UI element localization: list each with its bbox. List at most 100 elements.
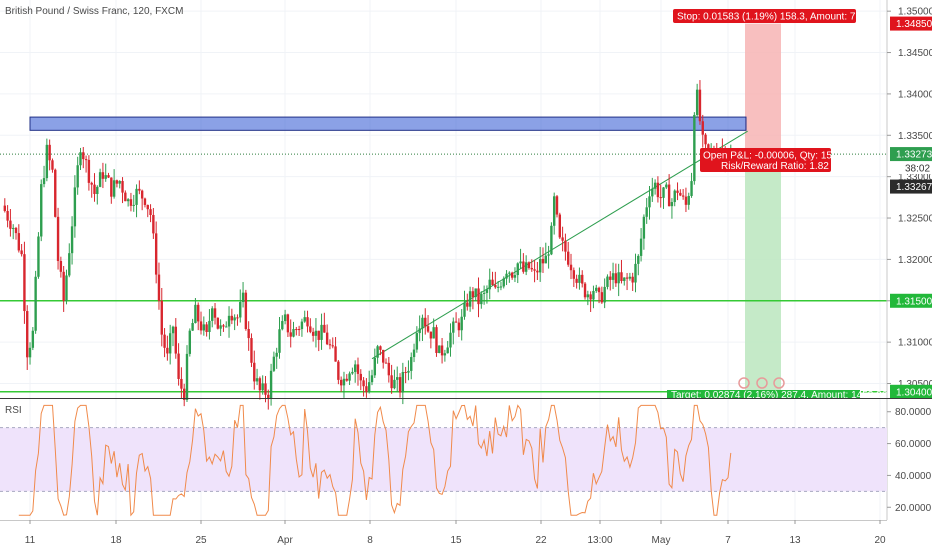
event-marker[interactable] bbox=[773, 377, 785, 389]
price-axis[interactable]: 1.35000 1.34500 1.34000 1.33500 1.33000 1.325… bbox=[887, 7, 932, 390]
rsi-tick-label: 80.0000 bbox=[895, 407, 932, 418]
rsi-axis[interactable]: 80.0000 60.0000 40.0000 20.0000 bbox=[887, 407, 932, 514]
candle-down bbox=[384, 362, 388, 364]
trendline[interactable] bbox=[371, 130, 748, 360]
target-price-badge-bg bbox=[890, 384, 932, 399]
stop-label: Stop: 0.01583 (1.19%) 158.3, Amount: 750… bbox=[677, 12, 881, 23]
candle-down bbox=[510, 272, 514, 278]
candle-down bbox=[20, 250, 23, 255]
candle-down bbox=[317, 330, 320, 340]
candle-down bbox=[325, 332, 329, 345]
candle-down bbox=[337, 361, 340, 380]
candle-up bbox=[373, 357, 377, 376]
candle-down bbox=[404, 371, 407, 373]
candle-down bbox=[466, 302, 469, 307]
candle-down bbox=[477, 288, 480, 305]
candle-down bbox=[289, 332, 292, 337]
stop-zone[interactable] bbox=[745, 23, 781, 155]
candle-up bbox=[410, 357, 413, 371]
candle-up bbox=[645, 207, 648, 217]
candle-up bbox=[68, 253, 71, 276]
candle-up bbox=[603, 286, 606, 303]
candle-down bbox=[295, 329, 298, 331]
target-label-box[interactable]: Target: 0.02874 (2.16%) 287.4, Amount: 1… bbox=[667, 390, 888, 401]
candle-down bbox=[160, 300, 163, 335]
time-tick-label: 13 bbox=[789, 535, 801, 546]
candle-down bbox=[564, 240, 567, 252]
candle-down bbox=[48, 144, 51, 161]
stop-label-box[interactable]: Stop: 0.01583 (1.19%) 158.3, Amount: 750… bbox=[673, 9, 881, 23]
rsi-line bbox=[18, 404, 732, 517]
candle-up bbox=[505, 273, 508, 279]
candle-up bbox=[482, 292, 486, 294]
candle-down bbox=[56, 216, 60, 262]
candle-up bbox=[592, 290, 595, 300]
candle-down bbox=[297, 329, 301, 331]
candle-up bbox=[480, 293, 483, 305]
candle-down bbox=[84, 159, 88, 161]
candle-up bbox=[474, 288, 477, 298]
candle-up bbox=[446, 347, 449, 354]
candle-down bbox=[679, 192, 682, 196]
candle-up bbox=[283, 314, 287, 322]
candle-down bbox=[387, 362, 391, 376]
candle-down bbox=[90, 182, 93, 185]
candle-up bbox=[508, 272, 511, 274]
event-marker[interactable] bbox=[738, 377, 750, 389]
candle-down bbox=[306, 317, 309, 327]
resistance-zone[interactable] bbox=[29, 116, 747, 131]
event-marker[interactable] bbox=[756, 377, 768, 389]
candle-down bbox=[62, 271, 65, 301]
candle-down bbox=[426, 326, 430, 332]
candle-down bbox=[454, 321, 458, 323]
candle-down bbox=[157, 274, 161, 301]
rsi-band bbox=[0, 427, 887, 492]
entry-price-badge: 1.33267 bbox=[896, 182, 932, 193]
candle-up bbox=[278, 329, 281, 353]
target-zone[interactable] bbox=[745, 154, 781, 393]
candle-up bbox=[241, 292, 245, 303]
candle-up bbox=[586, 294, 590, 298]
time-tick-label: Apr bbox=[277, 535, 293, 546]
time-tick-label: 11 bbox=[25, 535, 36, 546]
candle-down bbox=[345, 378, 348, 381]
candle-down bbox=[572, 270, 576, 279]
candle-down bbox=[199, 321, 203, 331]
candle-up bbox=[45, 144, 49, 179]
candle-down bbox=[115, 180, 119, 184]
candle-down bbox=[54, 169, 57, 217]
candle-up bbox=[208, 320, 211, 332]
time-tick-label: 15 bbox=[450, 535, 462, 546]
candle-down bbox=[575, 278, 578, 283]
candle-up bbox=[468, 291, 472, 307]
rsi-tick-label: 20.0000 bbox=[895, 503, 932, 514]
candle-down bbox=[567, 251, 570, 265]
candle-up bbox=[578, 274, 581, 283]
candle-up bbox=[513, 275, 517, 278]
candle-up bbox=[648, 196, 651, 208]
candle-down bbox=[154, 233, 158, 275]
candle-up bbox=[642, 216, 646, 239]
price-tick-label: 1.31000 bbox=[898, 338, 932, 349]
candle-up bbox=[303, 317, 306, 322]
candle-up bbox=[275, 352, 278, 357]
candle-up bbox=[239, 302, 242, 318]
candle-up bbox=[623, 277, 626, 282]
candle-down bbox=[311, 331, 315, 336]
candle-up bbox=[485, 289, 489, 293]
candle-down bbox=[614, 273, 618, 284]
time-axis[interactable]: 11 18 25 Apr 8 15 22 13:00 May 7 13 20 bbox=[25, 520, 886, 546]
candle-down bbox=[82, 152, 85, 160]
candle-down bbox=[558, 214, 562, 238]
open-label-box[interactable]: Open P&L: -0.00006, Qty: 15792 Risk/Rewa… bbox=[700, 148, 849, 172]
stop-price-badge-bg bbox=[890, 16, 932, 31]
time-tick-label: 7 bbox=[725, 535, 731, 546]
candle-up bbox=[191, 323, 194, 331]
candle-up bbox=[227, 315, 231, 327]
candle-up bbox=[135, 188, 138, 205]
candle-down bbox=[216, 317, 220, 329]
event-markers[interactable] bbox=[738, 377, 785, 389]
candles bbox=[3, 80, 732, 410]
candle-up bbox=[639, 238, 643, 256]
stop-price-badge: 1.34850 bbox=[896, 19, 932, 30]
